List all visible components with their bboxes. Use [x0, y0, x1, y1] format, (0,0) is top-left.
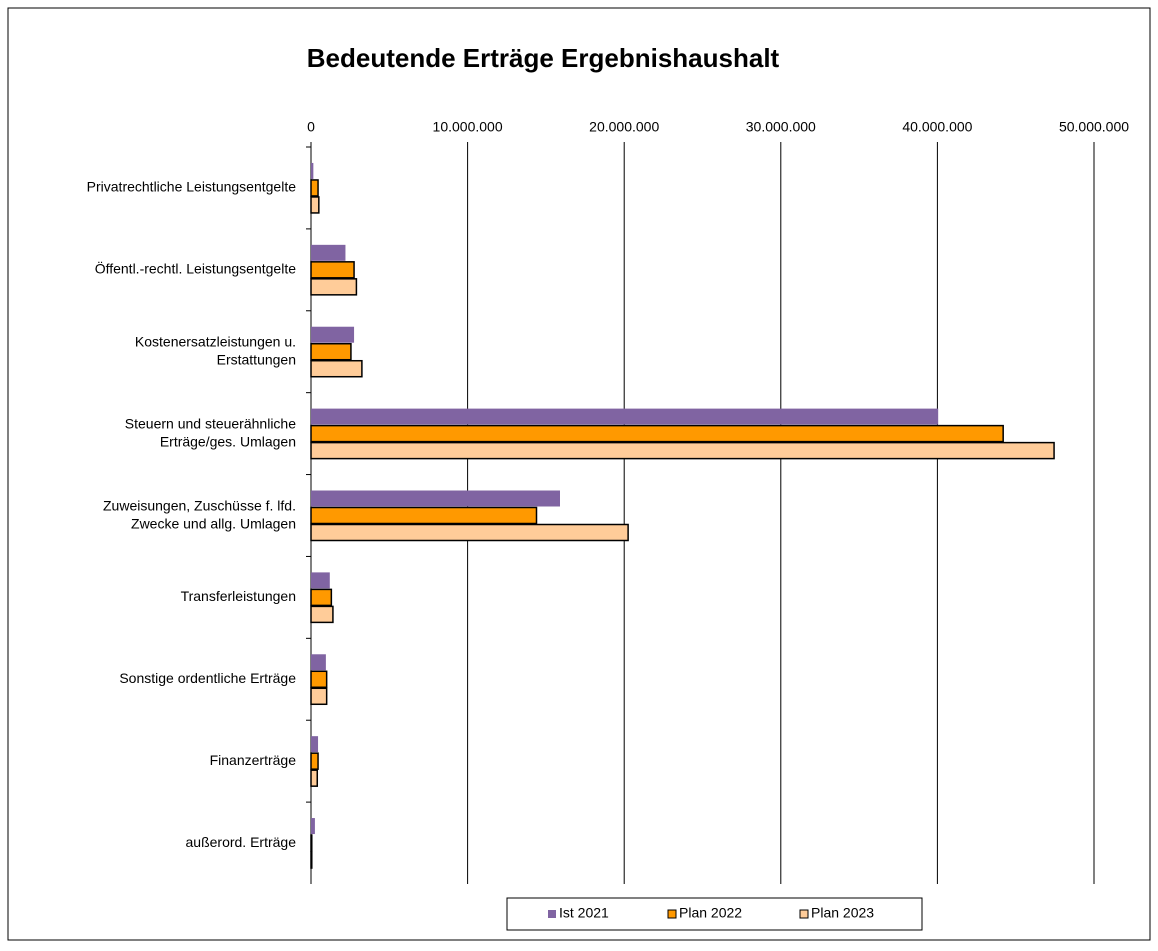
- bar: [311, 408, 939, 425]
- bar: [310, 752, 319, 770]
- legend-swatch: [667, 909, 677, 919]
- y-tick-label: Steuern und steuerähnliche Erträge/ges. U…: [125, 415, 296, 449]
- bar: [310, 588, 333, 607]
- bar: [310, 424, 1004, 443]
- y-tick-label: Öffentl.-rechtl. Leistungsentgelte: [95, 260, 297, 277]
- legend-swatch: [548, 910, 556, 918]
- x-tick-label: 0: [307, 119, 315, 135]
- bar: [310, 342, 352, 361]
- legend-label: Plan 2023: [811, 905, 874, 921]
- bar: [311, 818, 315, 835]
- x-tick-label: 50.000.000: [1059, 119, 1129, 135]
- bar: [311, 326, 355, 343]
- y-tick-label: Kostenersatzleistungen u. Erstattungen: [135, 333, 296, 367]
- bar: [311, 736, 319, 753]
- legend-label: Plan 2022: [679, 905, 742, 921]
- bar: [310, 523, 629, 542]
- bar: [311, 654, 326, 671]
- x-tick-label: 40.000.000: [902, 119, 972, 135]
- bar: [310, 670, 328, 689]
- chart-title: Bedeutende Erträge Ergebnishaushalt: [307, 43, 780, 73]
- legend-swatch: [799, 909, 809, 919]
- x-tick-label: 10.000.000: [433, 119, 503, 135]
- bar: [311, 490, 560, 507]
- bar: [310, 261, 355, 279]
- bar: [310, 196, 320, 214]
- y-tick-label: Privatrechtliche Leistungsentgelte: [87, 179, 297, 195]
- bar: [310, 605, 334, 624]
- bar: [311, 162, 314, 179]
- bar: [310, 179, 319, 197]
- bar: [310, 834, 313, 852]
- y-tick-label: außerord. Erträge: [186, 834, 297, 850]
- legend-box: [506, 897, 923, 931]
- bar: [310, 851, 313, 869]
- y-tick-label: Zuweisungen, Zuschüsse f. lfd. Zwecke und…: [103, 497, 296, 531]
- chart-frame: [7, 7, 1151, 941]
- bar: [310, 359, 363, 378]
- bar: [310, 769, 319, 787]
- bar: [310, 687, 328, 706]
- bar: [311, 572, 330, 589]
- legend-label: Ist 2021: [559, 905, 609, 921]
- x-tick-label: 30.000.000: [746, 119, 816, 135]
- bar: [310, 506, 538, 525]
- y-tick-label: Sonstige ordentliche Erträge: [119, 670, 296, 686]
- bar: [311, 244, 346, 261]
- y-tick-label: Transferleistungen: [181, 588, 296, 604]
- bar: [310, 441, 1055, 460]
- x-tick-label: 20.000.000: [589, 119, 659, 135]
- bar: [310, 278, 358, 296]
- y-tick-label: Finanzerträge: [210, 752, 297, 768]
